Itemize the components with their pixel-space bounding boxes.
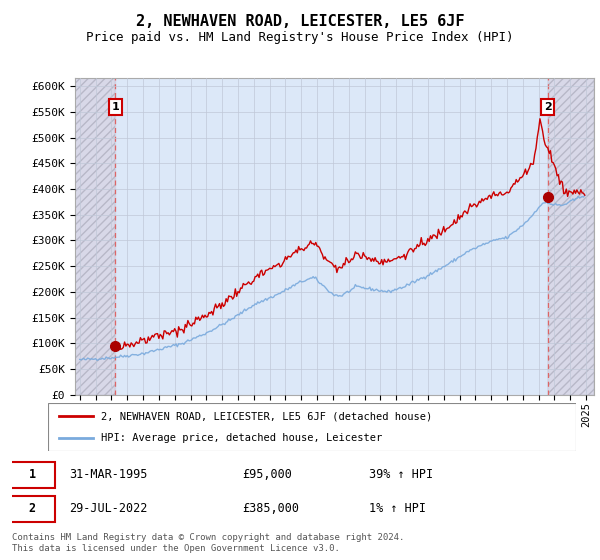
FancyBboxPatch shape: [9, 496, 55, 521]
Text: 29-JUL-2022: 29-JUL-2022: [70, 502, 148, 515]
Text: 2: 2: [544, 102, 551, 112]
FancyBboxPatch shape: [48, 403, 576, 451]
Text: 39% ↑ HPI: 39% ↑ HPI: [369, 469, 433, 482]
Text: 2, NEWHAVEN ROAD, LEICESTER, LE5 6JF (detached house): 2, NEWHAVEN ROAD, LEICESTER, LE5 6JF (de…: [101, 411, 432, 421]
Text: 2: 2: [29, 502, 36, 515]
Text: £95,000: £95,000: [242, 469, 292, 482]
Text: 1: 1: [29, 469, 36, 482]
Text: Contains HM Land Registry data © Crown copyright and database right 2024.
This d: Contains HM Land Registry data © Crown c…: [12, 533, 404, 553]
Text: 2, NEWHAVEN ROAD, LEICESTER, LE5 6JF: 2, NEWHAVEN ROAD, LEICESTER, LE5 6JF: [136, 14, 464, 29]
Text: 1% ↑ HPI: 1% ↑ HPI: [369, 502, 426, 515]
Text: £385,000: £385,000: [242, 502, 299, 515]
Text: Price paid vs. HM Land Registry's House Price Index (HPI): Price paid vs. HM Land Registry's House …: [86, 31, 514, 44]
Text: 1: 1: [112, 102, 119, 112]
FancyBboxPatch shape: [9, 462, 55, 488]
Text: HPI: Average price, detached house, Leicester: HPI: Average price, detached house, Leic…: [101, 433, 382, 443]
Text: 31-MAR-1995: 31-MAR-1995: [70, 469, 148, 482]
